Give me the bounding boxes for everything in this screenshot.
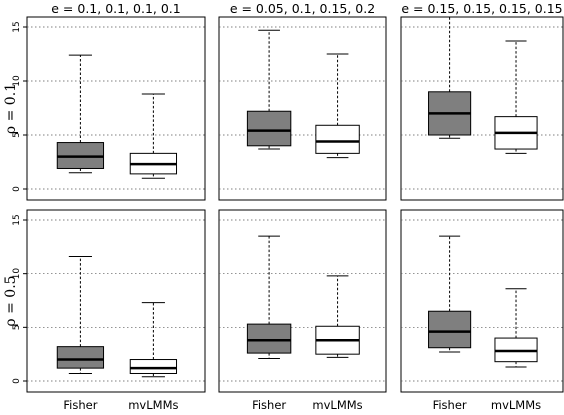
- category-label: mvLMMs: [312, 398, 362, 412]
- y-tick-label: 10: [12, 75, 22, 87]
- panel-frame: [26, 209, 206, 393]
- category-label: mvLMMs: [491, 398, 541, 412]
- panel-frame: [400, 16, 564, 201]
- panel-frame: [400, 209, 564, 393]
- category-label: Fisher: [433, 398, 467, 412]
- panel-plot-area: [401, 17, 563, 190]
- panel-plot-area: [401, 219, 563, 382]
- category-label: Fisher: [63, 398, 97, 412]
- y-tick-label: 15: [12, 21, 22, 32]
- row-header: ρ = 0.1: [3, 83, 19, 134]
- panel-frame: [218, 209, 387, 393]
- panel-frame: [26, 16, 206, 201]
- y-tick-label: 5: [12, 132, 22, 138]
- panel-plot-area: [27, 219, 205, 382]
- panel-plot-area: [219, 26, 386, 190]
- panel-plot-area: [219, 219, 386, 382]
- panel-plot-area: [27, 26, 205, 190]
- y-tick-label: 5: [12, 324, 22, 330]
- box-Fisher: [56, 346, 105, 369]
- y-tick-label: 0: [12, 186, 22, 192]
- y-tick-label: 15: [12, 214, 22, 225]
- column-header: e = 0.1, 0.1, 0.1, 0.1: [51, 1, 180, 16]
- y-tick-label: 0: [12, 378, 22, 384]
- box-Fisher: [428, 310, 472, 349]
- column-header: e = 0.15, 0.15, 0.15, 0.15: [401, 1, 562, 16]
- box-Fisher: [246, 323, 292, 354]
- box-Fisher: [246, 110, 292, 147]
- category-label: mvLMMs: [128, 398, 178, 412]
- box-mvLMMs: [315, 124, 360, 154]
- box-mvLMMs: [129, 359, 178, 374]
- category-label: Fisher: [252, 398, 286, 412]
- row-header: ρ = 0.5: [3, 275, 19, 326]
- y-tick-label: 10: [12, 268, 22, 280]
- column-header: e = 0.05, 0.1, 0.15, 0.2: [230, 1, 375, 16]
- panel-frame: [218, 16, 387, 201]
